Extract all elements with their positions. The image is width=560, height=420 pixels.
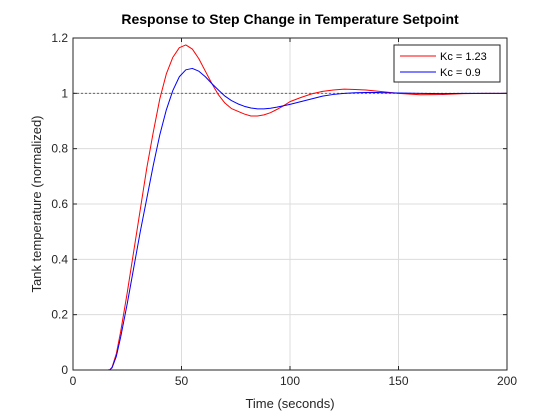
x-tick-label: 100 bbox=[280, 374, 300, 388]
x-axis-label: Time (seconds) bbox=[245, 396, 334, 411]
series-line-kc-123 bbox=[73, 44, 507, 371]
y-tick-label: 1.2 bbox=[51, 31, 68, 45]
axis-ticks bbox=[72, 37, 508, 371]
y-axis-label: Tank temperature (normalized) bbox=[29, 115, 44, 292]
y-tick-label: 1 bbox=[61, 86, 68, 100]
legend: Kc = 1.23 Kc = 0.9 bbox=[393, 44, 501, 83]
series-line-kc-09 bbox=[73, 67, 507, 371]
y-tick-label: 0.2 bbox=[51, 308, 68, 322]
x-tick-label: 150 bbox=[388, 374, 408, 388]
chart-title: Response to Step Change in Temperature S… bbox=[121, 11, 459, 27]
y-tick-label: 0.8 bbox=[51, 142, 68, 156]
series-lines bbox=[73, 44, 507, 371]
y-tick-label: 0.6 bbox=[51, 197, 68, 211]
x-tick-labels: 0 50 100 150 200 bbox=[70, 374, 518, 388]
y-tick-labels: 0 0.2 0.4 0.6 0.8 1 1.2 bbox=[51, 31, 68, 377]
x-tick-label: 200 bbox=[497, 374, 517, 388]
y-tick-label: 0 bbox=[61, 363, 68, 377]
x-tick-label: 0 bbox=[70, 374, 77, 388]
legend-label-kc-123: Kc = 1.23 bbox=[440, 51, 487, 63]
y-tick-label: 0.4 bbox=[51, 252, 68, 266]
legend-label-kc-09: Kc = 0.9 bbox=[440, 67, 481, 79]
legend-box bbox=[393, 44, 501, 83]
x-tick-label: 50 bbox=[175, 374, 189, 388]
plot-area: 0 50 100 150 200 0 0.2 0.4 0.6 0.8 1 1.2 bbox=[51, 31, 517, 388]
